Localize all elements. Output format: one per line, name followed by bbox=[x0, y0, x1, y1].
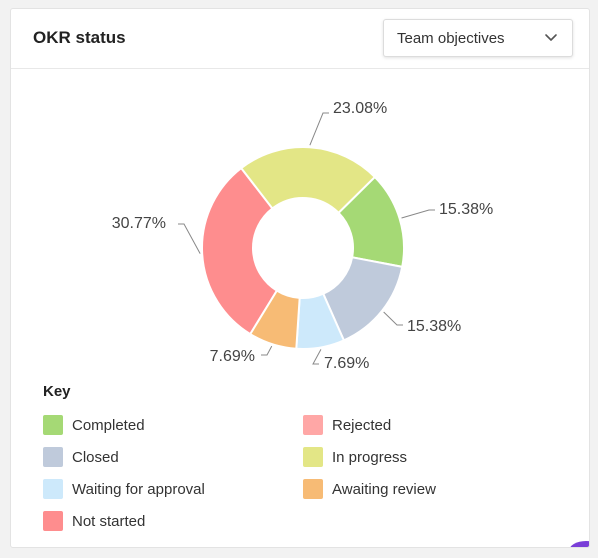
leader-line bbox=[383, 311, 403, 326]
leader-line bbox=[312, 349, 322, 365]
dropdown-selected-value: Team objectives bbox=[397, 30, 505, 47]
legend-swatch bbox=[43, 447, 63, 467]
legend-label: Waiting for approval bbox=[72, 480, 205, 498]
leader-line bbox=[178, 223, 201, 254]
legend-swatch bbox=[43, 415, 63, 435]
legend-item-completed: Completed bbox=[43, 414, 145, 436]
data-label: 30.77% bbox=[112, 215, 166, 232]
leader-line bbox=[309, 112, 329, 146]
legend-label: Awaiting review bbox=[332, 480, 436, 498]
donut-slice-not-started[interactable] bbox=[201, 166, 279, 336]
legend-item-not-started: Not started bbox=[43, 510, 145, 532]
donut-chart-svg: 30.77% 23.08% 15.38% 15.38% 7.69% 7.69% bbox=[112, 100, 494, 369]
data-label: 7.69% bbox=[210, 348, 255, 365]
legend-swatch bbox=[303, 447, 323, 467]
legend-item-closed: Closed bbox=[43, 446, 119, 468]
legend-item-waiting-for-approval: Waiting for approval bbox=[43, 478, 205, 500]
legend-label: Completed bbox=[72, 416, 145, 434]
help-widget-button[interactable] bbox=[569, 541, 589, 547]
legend-label: In progress bbox=[332, 448, 408, 466]
legend-title: Key bbox=[43, 383, 71, 400]
donut-chart: 30.77% 23.08% 15.38% 15.38% 7.69% 7.69% bbox=[11, 69, 589, 369]
legend-label: Closed bbox=[72, 448, 119, 466]
data-label: 15.38% bbox=[407, 318, 461, 335]
card-title: OKR status bbox=[33, 28, 126, 47]
legend-swatch bbox=[43, 511, 63, 531]
legend-swatch bbox=[43, 479, 63, 499]
donut-slice-in-progress[interactable] bbox=[239, 146, 377, 215]
data-label: 23.08% bbox=[333, 100, 387, 117]
chevron-down-icon bbox=[545, 34, 557, 41]
okr-status-card: OKR status Team objectives 30.77% 23.08% 1… bbox=[10, 8, 590, 548]
legend-label: Not started bbox=[72, 512, 146, 530]
team-objectives-dropdown[interactable]: Team objectives bbox=[383, 19, 573, 57]
legend-label: Rejected bbox=[332, 416, 392, 434]
legend-swatch bbox=[303, 479, 323, 499]
data-label: 15.38% bbox=[439, 201, 493, 218]
leader-line bbox=[261, 345, 273, 356]
legend-item-in-progress: In progress bbox=[303, 446, 407, 468]
legend-item-awaiting-review: Awaiting review bbox=[303, 478, 436, 500]
leader-line bbox=[401, 209, 435, 219]
data-label: 7.69% bbox=[324, 355, 369, 369]
legend-item-rejected: Rejected bbox=[303, 414, 391, 436]
donut-slice-awaiting-review[interactable] bbox=[248, 289, 301, 350]
legend-swatch bbox=[303, 415, 323, 435]
card-header: OKR status Team objectives bbox=[11, 9, 589, 69]
